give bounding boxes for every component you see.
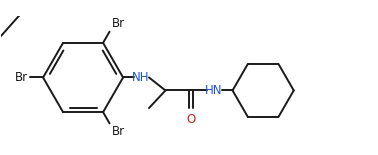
Text: Br: Br — [112, 18, 125, 31]
Text: Br: Br — [15, 71, 28, 84]
Text: NH: NH — [132, 71, 149, 84]
Text: O: O — [187, 113, 196, 126]
Text: Br: Br — [112, 124, 125, 137]
Text: HN: HN — [205, 84, 223, 97]
